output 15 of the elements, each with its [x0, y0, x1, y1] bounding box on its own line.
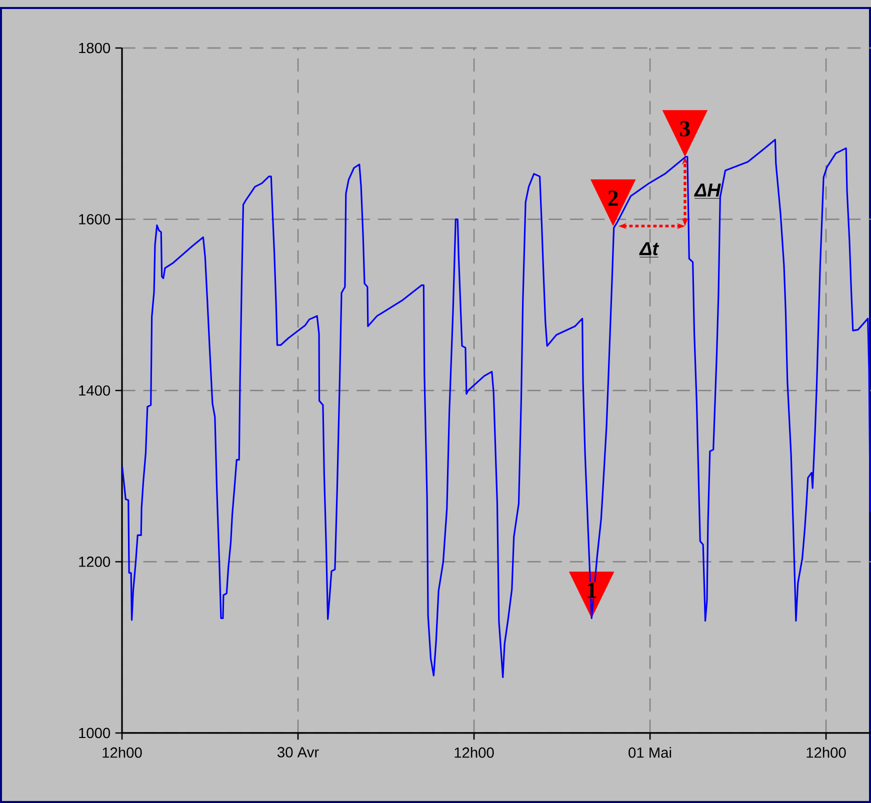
annotation: Δt [639, 242, 660, 256]
annotation: 1 [588, 582, 596, 598]
x-tick-label: 30 Avr [278, 747, 319, 758]
y-tick-label: 1800 [79, 42, 110, 54]
x-tick-label: 01 Mai [628, 747, 672, 758]
x-tick-label: 12h00 [806, 747, 846, 758]
annotation: 2 [608, 190, 618, 206]
y-tick-label: 1600 [79, 214, 110, 224]
annotation: ΔH [694, 184, 721, 197]
x-tick-label: 12h00 [102, 747, 142, 758]
y-tick-label: 1400 [79, 385, 110, 396]
x-tick-label: 12h00 [454, 747, 494, 758]
annotation: 3 [680, 121, 690, 136]
y-tick-label: 1200 [79, 556, 110, 567]
y-tick-label: 1000 [79, 728, 110, 738]
